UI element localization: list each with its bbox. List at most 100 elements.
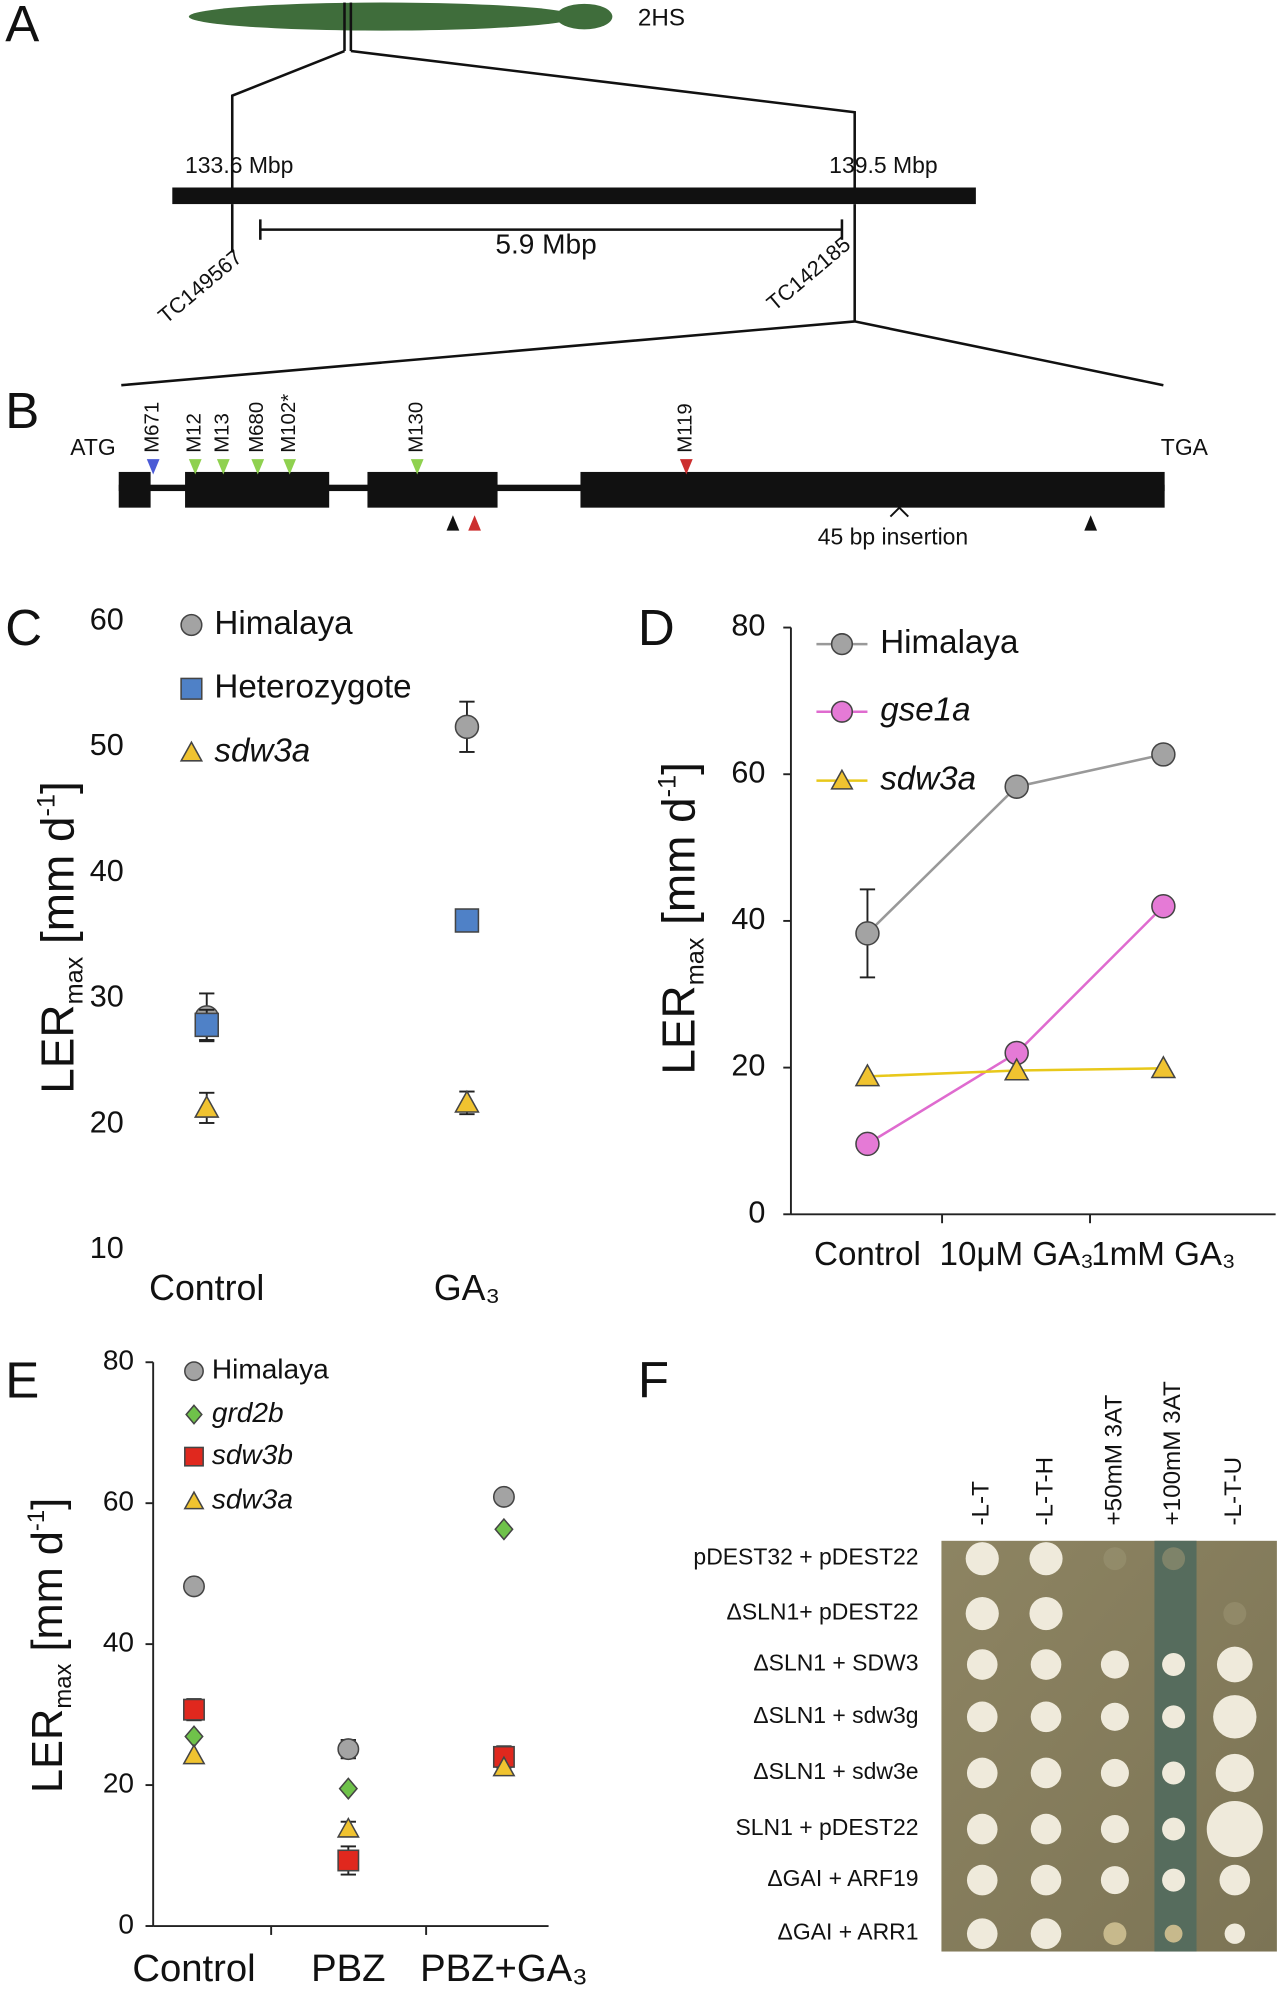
x-tick-label: PBZ — [311, 1947, 385, 1990]
colony — [1100, 1815, 1129, 1844]
y-axis-label: LERmax [mm d-1] — [31, 781, 88, 1094]
column-label: +100mM 3AT — [1159, 1381, 1186, 1525]
column-label: +50mM 3AT — [1100, 1395, 1127, 1526]
y-axis-label-part: ] — [653, 762, 705, 775]
marker — [854, 1063, 881, 1087]
marker — [855, 1131, 880, 1157]
interval-bar — [172, 187, 976, 205]
y-axis-label-part: max — [681, 937, 709, 985]
row-label: ΔGAI + ARF19 — [767, 1865, 918, 1891]
y-tick-label: 40 — [731, 902, 765, 936]
stop-codon: TGA — [1161, 434, 1209, 460]
marker — [1151, 742, 1176, 767]
zoom-lines — [121, 320, 1164, 387]
legend-marker — [179, 740, 204, 762]
colony — [1162, 1547, 1186, 1571]
mutation-label: M13 — [212, 413, 234, 453]
exon — [118, 471, 151, 508]
mutation-label: M119 — [675, 403, 697, 452]
mutation-marker — [251, 459, 265, 475]
y-axis-label: LERmax [mm d-1] — [653, 762, 710, 1075]
colony — [966, 1757, 998, 1789]
legend-marker — [180, 613, 203, 637]
legend-marker — [830, 633, 854, 656]
marker — [194, 1012, 219, 1038]
y-tick-label: 30 — [90, 980, 124, 1014]
colony — [1216, 1646, 1253, 1683]
legend-marker — [184, 1446, 204, 1467]
marker — [337, 1738, 360, 1761]
colony — [1029, 1596, 1063, 1631]
marker — [193, 1094, 220, 1118]
legend-marker — [183, 1490, 205, 1510]
exon — [580, 471, 1165, 508]
y-axis-label-part: -1 — [23, 1510, 50, 1531]
row-label: ΔSLN1 + sdw3e — [753, 1758, 918, 1784]
marker — [454, 908, 480, 933]
y-axis-label-part: [mm d — [31, 816, 83, 956]
panel-label: F — [638, 1351, 669, 1408]
mutation-label: M130 — [406, 402, 428, 453]
colony — [1030, 1864, 1062, 1896]
marker — [338, 1777, 358, 1800]
mutation-marker — [410, 459, 424, 475]
panel-a — [121, 2, 1164, 387]
marker — [492, 1755, 516, 1777]
legend-marker — [184, 1361, 204, 1382]
y-axis-label-part: [mm d — [653, 797, 705, 937]
colony — [1103, 1922, 1127, 1946]
interval-label: 5.9 Mbp — [495, 229, 596, 260]
site-marker — [1084, 515, 1098, 531]
y-tick-label: 20 — [90, 1105, 124, 1139]
marker — [855, 921, 880, 946]
mutation-marker — [283, 459, 297, 475]
marker — [1003, 1057, 1030, 1081]
colony — [1103, 1547, 1127, 1571]
panel-label: A — [5, 0, 39, 53]
colony — [966, 1918, 998, 1949]
y-tick-label: 20 — [731, 1049, 765, 1083]
legend-label: sdw3a — [214, 732, 310, 769]
mutation-marker — [188, 459, 202, 475]
chromosome — [188, 2, 577, 31]
y-tick-label: 60 — [731, 755, 765, 789]
colony — [1215, 1753, 1254, 1793]
colony — [1213, 1695, 1257, 1739]
panel-label: E — [5, 1351, 39, 1408]
colony — [966, 1864, 998, 1896]
y-axis-label-part: [mm d — [25, 1531, 73, 1664]
legend-label: Himalaya — [212, 1354, 329, 1385]
marker — [454, 1089, 480, 1113]
colony — [1030, 1813, 1062, 1845]
y-tick-label: 60 — [90, 602, 124, 636]
legend-label: sdw3a — [880, 760, 976, 797]
y-axis-label-part: -1 — [32, 794, 60, 816]
insertion-mark — [889, 506, 909, 518]
marker — [1004, 774, 1029, 799]
marker — [494, 1517, 514, 1541]
mutation-marker — [146, 459, 160, 475]
legend-label: sdw3a — [212, 1484, 293, 1515]
y-tick-label: 40 — [90, 854, 124, 888]
panel-label: B — [5, 382, 39, 439]
marker — [183, 1698, 205, 1721]
y-axis-label-part: ] — [31, 781, 83, 794]
colony — [965, 1542, 999, 1576]
colony — [1162, 1817, 1186, 1841]
column-label: -L-T-U — [1220, 1457, 1247, 1526]
legend-marker — [830, 700, 854, 723]
colony — [1030, 1757, 1062, 1789]
legend-marker — [180, 677, 203, 700]
legend-label: Himalaya — [880, 624, 1019, 661]
y-axis-label-part: LER — [31, 1004, 83, 1093]
mutation-label: M102* — [278, 394, 300, 453]
colony — [1100, 1866, 1129, 1895]
row-label: ΔSLN1 + sdw3g — [753, 1702, 918, 1728]
y-axis-label-part: LER — [653, 985, 705, 1074]
panel-b — [118, 459, 1165, 531]
marker-label: TC149567 — [153, 244, 247, 328]
colony — [1162, 1653, 1186, 1677]
panel-label: C — [5, 599, 42, 656]
row-label: pDEST32 + pDEST22 — [693, 1544, 918, 1570]
